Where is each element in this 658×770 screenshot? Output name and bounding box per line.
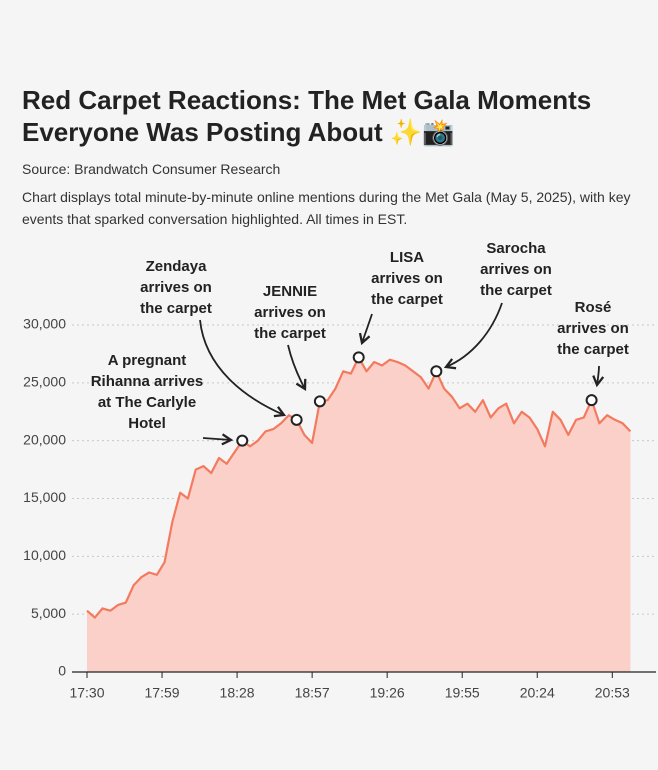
x-tick-label: 20:53 <box>595 685 630 701</box>
annotation-text: the carpet <box>371 291 443 308</box>
annotation-arrow <box>199 319 287 418</box>
annotation-text: the carpet <box>254 325 326 342</box>
annotation-text: Rosé <box>575 299 612 316</box>
y-tick-label: 20,000 <box>23 431 66 447</box>
chart-title: Red Carpet Reactions: The Met Gala Momen… <box>22 85 592 147</box>
annotation-text: arrives on <box>557 320 629 337</box>
y-tick-label: 10,000 <box>23 547 66 563</box>
annotation-text: arrives on <box>480 261 552 278</box>
x-tick-label: 18:57 <box>295 685 330 701</box>
annotation-text: at The Carlyle <box>98 394 196 411</box>
event-marker <box>236 434 249 447</box>
y-tick-label: 30,000 <box>23 316 66 332</box>
annotation-text: arrives on <box>371 270 443 287</box>
annotation-text: JENNIE <box>263 283 317 300</box>
event-marker <box>430 365 443 378</box>
x-tick-label: 18:28 <box>220 685 255 701</box>
annotation-arrow <box>287 344 307 392</box>
x-tick-label: 17:59 <box>145 685 180 701</box>
annotation-text: Rihanna arrives <box>91 373 204 390</box>
annotation-text: Sarocha <box>486 240 546 257</box>
subtitle: Chart displays total minute-by-minute on… <box>22 189 631 227</box>
event-marker <box>290 413 303 426</box>
annotation-text: Hotel <box>128 415 166 432</box>
annotation-arrow <box>443 302 503 370</box>
x-tick-label: 20:24 <box>520 685 555 701</box>
y-tick-label: 0 <box>58 663 66 679</box>
source: Source: Brandwatch Consumer Research <box>22 161 281 177</box>
event-marker <box>585 394 598 407</box>
y-tick-label: 25,000 <box>23 374 66 390</box>
event-marker <box>313 395 326 408</box>
annotation-text: the carpet <box>480 282 552 299</box>
x-tick-label: 19:26 <box>370 685 405 701</box>
annotation-text: the carpet <box>140 300 212 317</box>
x-tick-label: 19:55 <box>445 685 480 701</box>
annotation-text: arrives on <box>140 279 212 296</box>
annotation-text: A pregnant <box>108 352 187 369</box>
annotation-arrow <box>358 313 373 346</box>
annotation-text: arrives on <box>254 304 326 321</box>
area <box>87 357 631 672</box>
annotation-arrow <box>202 433 234 446</box>
annotation-arrow <box>592 365 605 388</box>
y-tick-label: 15,000 <box>23 489 66 505</box>
y-tick-label: 5,000 <box>31 605 66 621</box>
annotation-text: Zendaya <box>146 258 208 275</box>
x-tick-label: 17:30 <box>69 685 104 701</box>
event-marker <box>352 351 365 364</box>
annotation-text: LISA <box>390 249 424 266</box>
annotation-text: the carpet <box>557 341 629 358</box>
